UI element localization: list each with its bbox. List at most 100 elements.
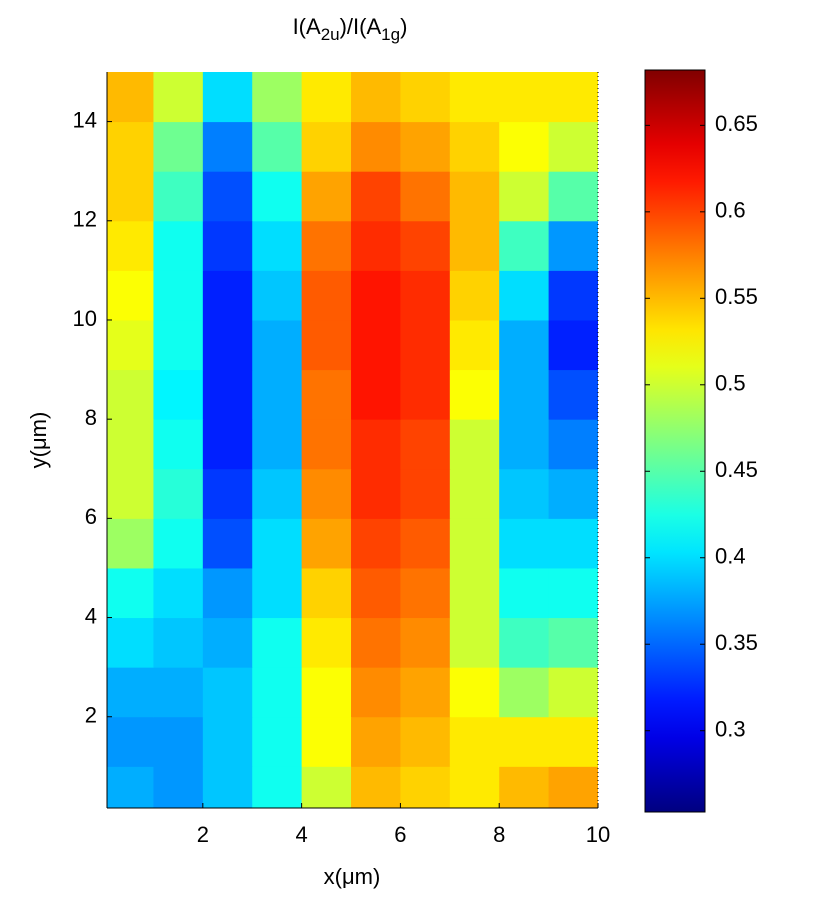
heatmap-cell (153, 468, 204, 519)
heatmap-cell (153, 319, 204, 371)
heatmap-cell (301, 617, 352, 668)
heatmap-cell (499, 667, 550, 718)
heatmap-cell (499, 419, 550, 470)
heatmap-cell (153, 270, 204, 321)
heatmap-cell (548, 667, 598, 718)
heatmap (107, 72, 598, 808)
heatmap-cell (449, 369, 500, 420)
heatmap-cell (548, 419, 598, 470)
heatmap-cell (107, 567, 154, 619)
heatmap-cell (400, 518, 451, 569)
heatmap-cell (449, 270, 500, 321)
heatmap-cell (107, 369, 154, 420)
heatmap-cell (301, 518, 352, 569)
heatmap-cell (153, 716, 204, 767)
heatmap-cell (153, 617, 204, 668)
colorbar-tick-label: 0.4 (715, 544, 746, 569)
y-tick-label: 2 (85, 703, 97, 728)
heatmap-cell (153, 369, 204, 420)
heatmap-cell (351, 270, 401, 321)
heatmap-cell (548, 617, 598, 668)
heatmap-cell (499, 766, 550, 808)
heatmap-cell (202, 667, 253, 718)
heatmap-cell (107, 419, 154, 470)
heatmap-cell (548, 369, 598, 420)
heatmap-cell (449, 72, 500, 123)
heatmap-cell (252, 716, 303, 767)
colorbar-tick-label: 0.55 (715, 284, 758, 309)
heatmap-cell (400, 319, 451, 371)
heatmap-cell (400, 468, 451, 519)
heatmap-cell (548, 220, 598, 271)
heatmap-cell (548, 567, 598, 619)
colorbar-tick-label: 0.6 (715, 198, 746, 223)
heatmap-cell (548, 518, 598, 569)
heatmap-cell (107, 766, 154, 808)
heatmap-cell (153, 419, 204, 470)
heatmap-cell (107, 468, 154, 519)
heatmap-cell (107, 171, 154, 222)
heatmap-cell (449, 766, 500, 808)
heatmap-cell (499, 72, 550, 123)
heatmap-cell (252, 72, 303, 123)
heatmap-cell (107, 617, 154, 668)
heatmap-cell (400, 766, 451, 808)
heatmap-cell (400, 419, 451, 470)
heatmap-cell (107, 270, 154, 321)
heatmap-cell (351, 121, 401, 172)
heatmap-cell (449, 667, 500, 718)
heatmap-cell (252, 518, 303, 569)
heatmap-cell (202, 567, 253, 619)
heatmap-cell (107, 518, 154, 569)
colorbar-tick-label: 0.3 (715, 717, 746, 742)
heatmap-cell (202, 171, 253, 222)
heatmap-cell (301, 667, 352, 718)
x-tick-label: 6 (394, 822, 406, 847)
heatmap-cell (202, 419, 253, 470)
heatmap-cell (252, 319, 303, 371)
heatmap-cell (107, 319, 154, 371)
heatmap-cell (548, 716, 598, 767)
heatmap-cell (351, 716, 401, 767)
heatmap-cell (351, 369, 401, 420)
y-axis-label: y(μm) (26, 412, 51, 469)
colorbar-tick-label: 0.5 (715, 371, 746, 396)
heatmap-cell (351, 468, 401, 519)
heatmap-cell (153, 518, 204, 569)
heatmap-cell (548, 766, 598, 808)
heatmap-cell (252, 667, 303, 718)
heatmap-cell (449, 220, 500, 271)
heatmap-cell (107, 72, 154, 123)
y-tick-label: 10 (73, 306, 97, 331)
heatmap-cell (252, 220, 303, 271)
heatmap-cell (449, 617, 500, 668)
heatmap-cell (449, 716, 500, 767)
colorbar-tick-label: 0.45 (715, 457, 758, 482)
heatmap-cell (202, 518, 253, 569)
heatmap-cell (351, 667, 401, 718)
title-subscript: 2u (321, 25, 340, 44)
heatmap-cell (499, 518, 550, 569)
heatmap-cell (400, 667, 451, 718)
heatmap-cell (301, 319, 352, 371)
heatmap-cell (153, 72, 204, 123)
y-tick-label: 12 (73, 207, 97, 232)
heatmap-cell (107, 220, 154, 271)
x-tick-label: 4 (295, 822, 307, 847)
heatmap-cell (202, 716, 253, 767)
heatmap-cell (400, 369, 451, 420)
heatmap-cell (301, 766, 352, 808)
heatmap-cell (351, 419, 401, 470)
heatmap-cell (252, 617, 303, 668)
heatmap-cell (301, 121, 352, 172)
heatmap-cell (202, 468, 253, 519)
heatmap-cell (449, 468, 500, 519)
heatmap-cell (499, 319, 550, 371)
heatmap-cell (107, 121, 154, 172)
heatmap-cell (548, 72, 598, 123)
heatmap-cell (499, 171, 550, 222)
heatmap-cell (449, 171, 500, 222)
heatmap-cell (301, 369, 352, 420)
heatmap-cell (153, 220, 204, 271)
